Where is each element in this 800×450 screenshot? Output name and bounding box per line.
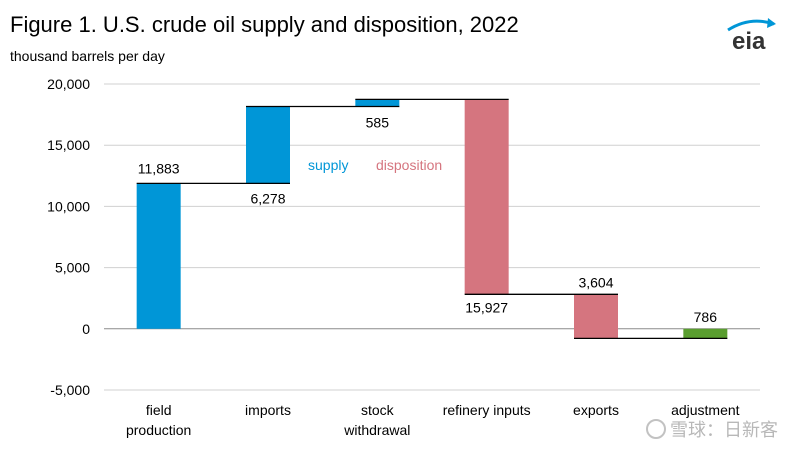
bar — [683, 328, 728, 339]
category-label: exports — [573, 402, 619, 418]
y-tick-label: 20,000 — [47, 76, 90, 92]
eia-logo-icon: eia — [727, 18, 776, 54]
snowball-icon — [646, 419, 666, 439]
category-label: refinery inputs — [443, 402, 531, 418]
data-label: 6,278 — [250, 190, 285, 206]
category-label: production — [126, 422, 191, 438]
y-tick-label: 5,000 — [55, 260, 90, 276]
y-tick-label: 15,000 — [47, 137, 90, 153]
watermark-text: 雪球：日新客 — [670, 420, 778, 440]
legend-supply: supply — [308, 157, 348, 173]
chart-subtitle: thousand barrels per day — [10, 48, 165, 64]
data-label: 786 — [694, 309, 718, 325]
y-tick-label: 0 — [82, 321, 90, 337]
chart-title: Figure 1. U.S. crude oil supply and disp… — [10, 12, 519, 37]
data-label: 585 — [366, 115, 390, 131]
bar — [355, 99, 400, 107]
category-label: imports — [245, 402, 291, 418]
category-label: field — [146, 402, 172, 418]
bar — [574, 294, 618, 339]
eia-logo-text: eia — [732, 28, 766, 54]
y-tick-label: -5,000 — [50, 382, 90, 398]
bar — [464, 99, 509, 295]
y-tick-label: 10,000 — [47, 198, 90, 214]
bar — [246, 106, 290, 184]
legend-disposition: disposition — [376, 157, 442, 173]
bar — [136, 183, 181, 329]
category-label: stock — [361, 402, 395, 418]
category-label: withdrawal — [343, 422, 410, 438]
data-label: 11,883 — [138, 160, 180, 176]
data-label: 15,927 — [465, 299, 508, 315]
watermark: 雪球：日新客 — [646, 416, 778, 442]
category-label: adjustment — [671, 402, 740, 418]
data-label: 3,604 — [578, 274, 613, 290]
